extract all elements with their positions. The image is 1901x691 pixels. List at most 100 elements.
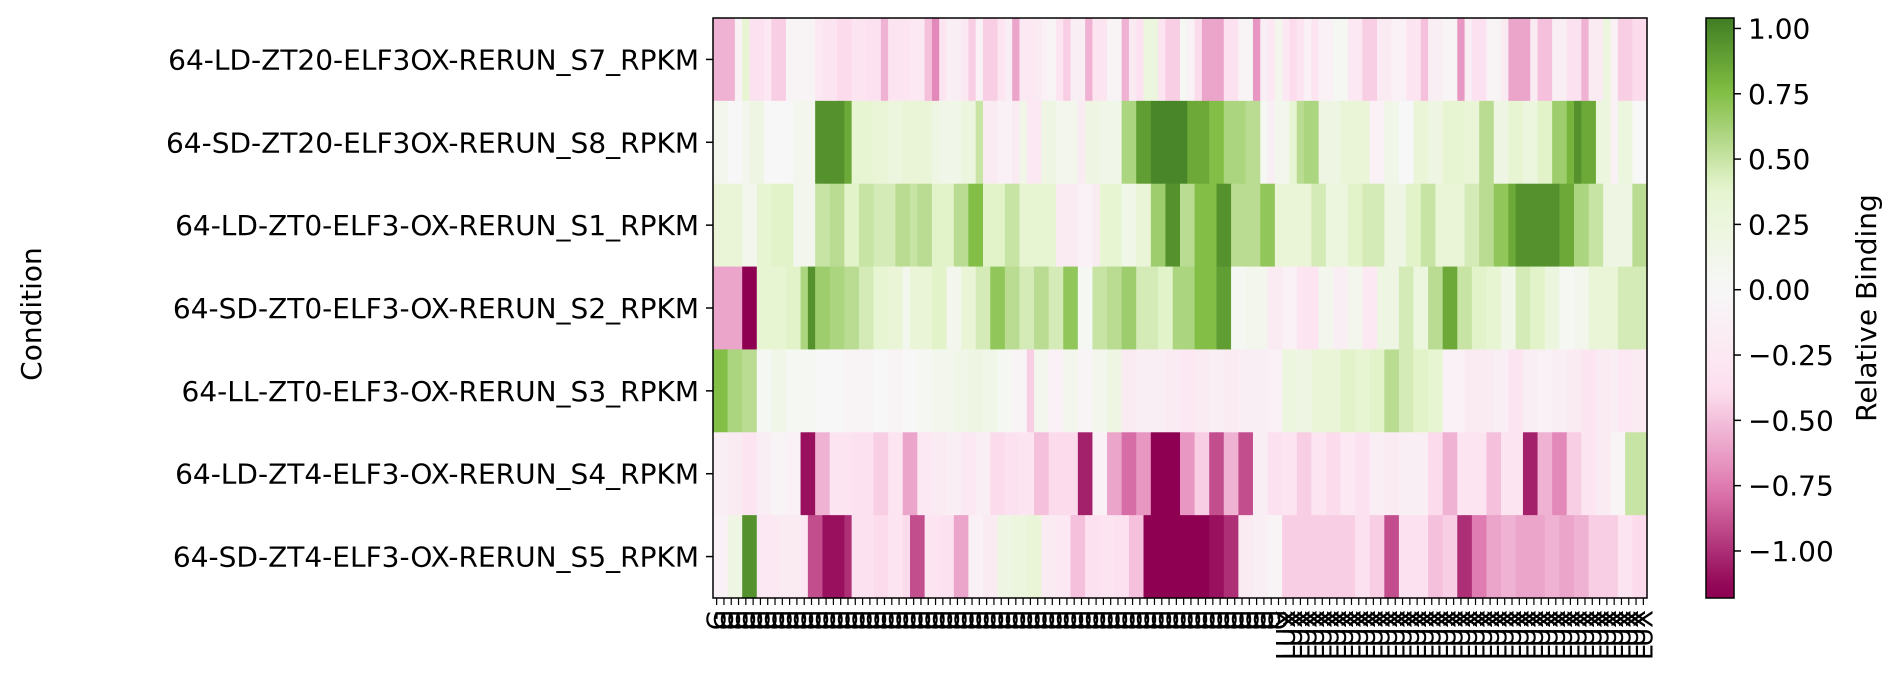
heatmap-cell (1333, 349, 1342, 433)
heatmap-cell (837, 100, 845, 185)
heatmap-cell (771, 18, 780, 102)
heatmap-cell (858, 18, 867, 102)
x-tick-label: G (951, 610, 981, 630)
heatmap-cell (1493, 183, 1502, 268)
heatmap-cell (946, 432, 955, 516)
heatmap-cell (1479, 515, 1488, 599)
heatmap-cell (837, 432, 845, 516)
heatmap-cell (888, 183, 897, 268)
heatmap-cell (1406, 432, 1415, 516)
heatmap-cell (1114, 432, 1123, 516)
heatmap-cell (1559, 432, 1568, 516)
heatmap-cell (1274, 349, 1283, 433)
heatmap-cell (1311, 349, 1320, 433)
heatmap-cell (771, 515, 780, 599)
heatmap-cell (990, 515, 999, 599)
x-tick-label: G (1060, 610, 1090, 630)
heatmap-cell (1639, 18, 1648, 102)
heatmap-cell (1099, 266, 1108, 351)
x-tick-label: G (1089, 610, 1119, 630)
heatmap-cell (910, 432, 918, 516)
x-tick-label: G (1177, 610, 1207, 630)
heatmap-cell (1508, 183, 1517, 268)
x-tick-label: G (754, 610, 784, 630)
heatmap-cell (1464, 266, 1473, 351)
heatmap-cell (1136, 18, 1145, 102)
heatmap-cell (829, 100, 838, 185)
heatmap-cell (1406, 266, 1415, 351)
heatmap-cell (1296, 183, 1305, 268)
heatmap-cell (1158, 349, 1167, 433)
heatmap-cell (1026, 183, 1035, 268)
x-tick-label: G (1067, 610, 1097, 630)
heatmap-cell (1121, 18, 1130, 102)
heatmap-cell (924, 183, 933, 268)
heatmap-cell (997, 183, 1006, 268)
heatmap-cell (997, 100, 1006, 185)
heatmap-cell (1274, 18, 1283, 102)
heatmap-cell (1172, 515, 1181, 599)
heatmap-cell (1588, 183, 1597, 268)
heatmap-cell (1595, 100, 1604, 185)
heatmap-cell (1063, 18, 1072, 102)
heatmap-cell (866, 18, 875, 102)
heatmap-cell (1019, 432, 1028, 516)
heatmap-cell (1070, 349, 1079, 433)
heatmap-cell (1180, 349, 1188, 433)
heatmap-cell (1260, 18, 1269, 102)
heatmap-cell (1617, 432, 1626, 516)
x-tick-label: G (798, 610, 828, 630)
heatmap-cell (800, 432, 809, 516)
heatmap-cell (1318, 266, 1327, 351)
heatmap-cell (713, 100, 721, 185)
heatmap-cell (749, 18, 758, 102)
heatmap-cell (982, 183, 991, 268)
heatmap-cell (1632, 100, 1641, 185)
heatmap-cell (1289, 349, 1298, 433)
heatmap-cell (1544, 183, 1553, 268)
x-tick-label: G (1075, 610, 1105, 630)
x-tick-label: G (1162, 610, 1192, 630)
x-tick-label: G (1243, 610, 1273, 630)
heatmap-cell (742, 349, 751, 433)
heatmap-cell (1063, 183, 1072, 268)
x-tick-label: G (1155, 610, 1185, 630)
heatmap-cell (1530, 349, 1539, 433)
heatmap-cell (1537, 515, 1546, 599)
heatmap-cell (910, 266, 918, 351)
heatmap-cell (873, 349, 882, 433)
heatmap-cell (1325, 515, 1334, 599)
x-tick-label: LUX (1600, 610, 1630, 660)
heatmap-cell (910, 183, 918, 268)
x-tick-label: LUX (1483, 610, 1513, 660)
heatmap-cell (1041, 349, 1050, 433)
heatmap-cell (1282, 18, 1291, 102)
colorbar-tick-label: −0.75 (1748, 470, 1834, 503)
heatmap-cell (1209, 266, 1218, 351)
heatmap-cell (858, 100, 867, 185)
heatmap-cell (1479, 349, 1488, 433)
heatmap-cell (917, 432, 926, 516)
heatmap-cell (1085, 100, 1094, 185)
heatmap-cell (756, 266, 765, 351)
heatmap-cell (1187, 432, 1196, 516)
heatmap-cell (1391, 349, 1400, 433)
heatmap-cell (917, 100, 926, 185)
heatmap-cell (997, 515, 1006, 599)
heatmap-cell (866, 266, 875, 351)
heatmap-cell (1026, 349, 1035, 433)
heatmap-cell (1632, 266, 1641, 351)
heatmap-cell (1187, 266, 1196, 351)
heatmap-cell (1471, 515, 1480, 599)
heatmap-cell (1552, 349, 1561, 433)
row-label: 64-LD-ZT0-ELF3-OX-RERUN_S1_RPKM (175, 209, 699, 242)
heatmap-cell (1639, 266, 1648, 351)
heatmap-cell (1493, 18, 1502, 102)
heatmap-cell (1508, 432, 1517, 516)
heatmap-cell (1610, 266, 1619, 351)
heatmap-cell (1238, 266, 1247, 351)
heatmap-cell (946, 100, 955, 185)
heatmap-cell (968, 266, 977, 351)
x-tick-label: G (1126, 610, 1156, 630)
heatmap-cell (895, 183, 904, 268)
